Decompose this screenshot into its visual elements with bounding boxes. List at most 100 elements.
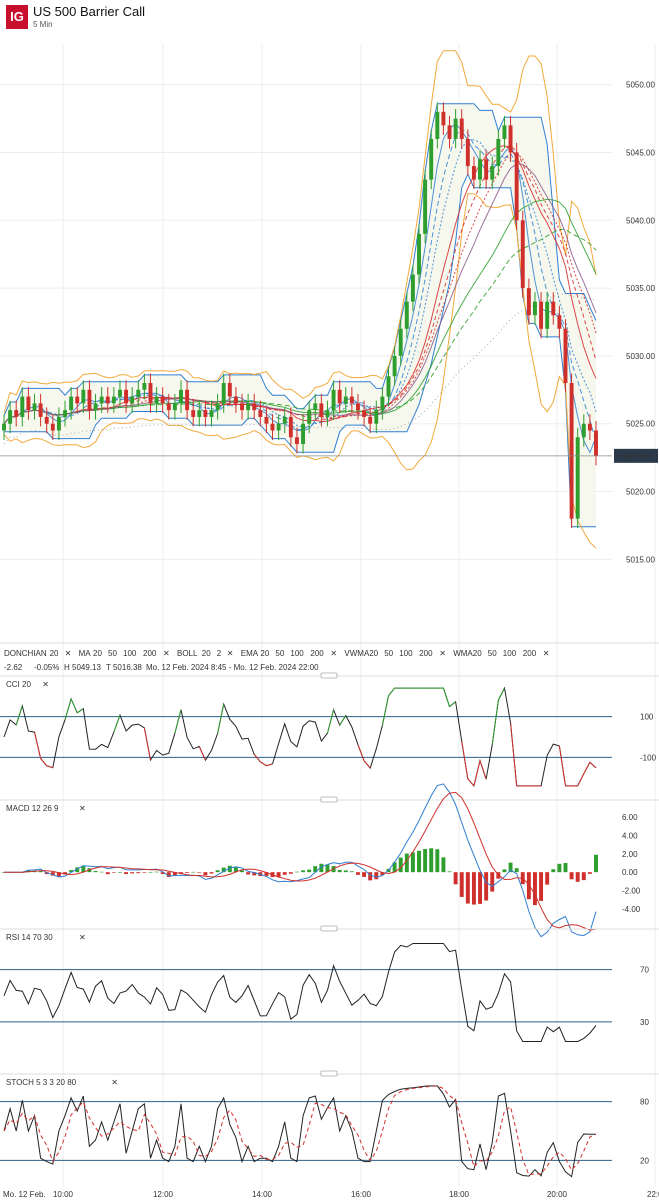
candle-body[interactable] <box>105 396 110 404</box>
candle-body[interactable] <box>404 301 409 329</box>
candle-body[interactable] <box>569 383 574 519</box>
candle-body[interactable] <box>331 389 336 411</box>
candle-body[interactable] <box>81 389 86 404</box>
price-pane[interactable]: 5050.00 5045.00 5040.00 5035.00 5030.00 5025.… <box>0 50 658 565</box>
candle-body[interactable] <box>508 125 513 153</box>
candle-body[interactable] <box>197 410 202 417</box>
candle-body[interactable] <box>209 410 214 417</box>
candle-body[interactable] <box>117 389 122 397</box>
candle-body[interactable] <box>337 389 342 404</box>
candle-body[interactable] <box>160 396 165 404</box>
candle-body[interactable] <box>374 410 379 424</box>
candle-body[interactable] <box>435 111 440 139</box>
candle-body[interactable] <box>172 403 177 411</box>
candle-body[interactable] <box>594 430 598 456</box>
candle-body[interactable] <box>282 416 287 424</box>
stoch-pane[interactable]: STOCH 5 3 3 20 80 ✕ 80 20 <box>0 1070 659 1178</box>
candle-body[interactable] <box>465 138 470 167</box>
candle-body[interactable] <box>294 437 299 445</box>
pane-resize-handle[interactable] <box>320 672 338 679</box>
candle-body[interactable] <box>14 410 19 417</box>
candle-body[interactable] <box>502 125 507 139</box>
candle-body[interactable] <box>545 301 550 329</box>
candle-body[interactable] <box>471 166 476 180</box>
candle-body[interactable] <box>246 403 251 411</box>
candle-body[interactable] <box>124 389 129 404</box>
candle-body[interactable] <box>166 403 171 411</box>
candle-body[interactable] <box>288 416 293 438</box>
candle-body[interactable] <box>75 396 80 404</box>
candle-body[interactable] <box>32 403 37 411</box>
candle-body[interactable] <box>356 403 360 411</box>
cci-pane[interactable]: CCI 20 ✕ 100 -100 <box>0 672 659 787</box>
candle-body[interactable] <box>136 389 141 397</box>
candle-body[interactable] <box>520 220 525 289</box>
candle-body[interactable] <box>496 138 501 167</box>
pane-resize-handle[interactable] <box>320 925 338 932</box>
candle-body[interactable] <box>258 410 263 417</box>
pane-resize-handle[interactable] <box>320 1070 338 1077</box>
candle-body[interactable] <box>38 403 43 417</box>
candle-body[interactable] <box>154 396 159 404</box>
candle-body[interactable] <box>343 396 348 404</box>
rsi-pane[interactable]: RSI 14 70 30 ✕ 70 30 <box>0 925 659 1042</box>
candle-body[interactable] <box>270 423 275 431</box>
candle-body[interactable] <box>221 383 226 404</box>
candle-body[interactable] <box>319 403 324 417</box>
candle-body[interactable] <box>111 396 116 404</box>
candle-body[interactable] <box>203 410 208 417</box>
candle-body[interactable] <box>533 301 537 316</box>
candle-body[interactable] <box>587 423 592 431</box>
candle-body[interactable] <box>453 118 458 139</box>
candle-body[interactable] <box>325 410 330 417</box>
candle-body[interactable] <box>227 383 232 397</box>
candle-body[interactable] <box>380 396 385 411</box>
candle-body[interactable] <box>44 416 49 424</box>
candle-body[interactable] <box>307 410 312 424</box>
candle-body[interactable] <box>398 328 403 356</box>
candle-body[interactable] <box>69 396 74 411</box>
candle-body[interactable] <box>99 396 104 404</box>
macd-pane[interactable]: MACD 12 26 9 ✕ 6.00 4.00 2.00 0.00 -2.00 -4.00 <box>0 783 659 938</box>
candle-body[interactable] <box>386 376 391 397</box>
pane-resize-handle[interactable] <box>320 796 338 803</box>
candle-body[interactable] <box>423 179 428 234</box>
candle-body[interactable] <box>191 410 196 417</box>
candle-body[interactable] <box>179 389 183 404</box>
candle-body[interactable] <box>563 328 568 384</box>
candle-body[interactable] <box>392 355 397 377</box>
candle-body[interactable] <box>233 396 238 404</box>
candle-body[interactable] <box>148 383 153 404</box>
candle-body[interactable] <box>459 118 464 139</box>
candle-body[interactable] <box>313 403 318 411</box>
candle-body[interactable] <box>26 396 31 411</box>
candle-body[interactable] <box>368 416 373 424</box>
candle-body[interactable] <box>20 396 25 417</box>
candle-body[interactable] <box>581 423 586 438</box>
candle-body[interactable] <box>50 423 55 431</box>
candle-body[interactable] <box>63 410 67 417</box>
candle-body[interactable] <box>93 403 98 411</box>
candle-body[interactable] <box>130 396 135 404</box>
candle-body[interactable] <box>575 437 580 519</box>
candle-body[interactable] <box>264 416 269 424</box>
candle-body[interactable] <box>441 111 446 126</box>
candle-body[interactable] <box>478 159 483 180</box>
candle-body[interactable] <box>87 389 92 411</box>
candle-body[interactable] <box>2 423 6 431</box>
candle-body[interactable] <box>429 138 434 180</box>
candle-body[interactable] <box>447 125 452 139</box>
candle-body[interactable] <box>526 288 531 316</box>
candle-body[interactable] <box>301 423 306 445</box>
candle-body[interactable] <box>490 166 495 180</box>
candle-body[interactable] <box>56 416 61 431</box>
candle-body[interactable] <box>551 301 556 316</box>
candle-body[interactable] <box>417 233 421 275</box>
indicator-legend[interactable]: DONCHIAN 20 ✕ MA 20 50 100 200 ✕ BOLL 20 2 ✕ EMA 20 50 1… <box>0 642 659 672</box>
candle-body[interactable] <box>8 410 13 424</box>
candle-body[interactable] <box>276 423 281 431</box>
candle-body[interactable] <box>185 389 190 411</box>
candle-body[interactable] <box>240 403 244 411</box>
candle-body[interactable] <box>362 410 367 417</box>
